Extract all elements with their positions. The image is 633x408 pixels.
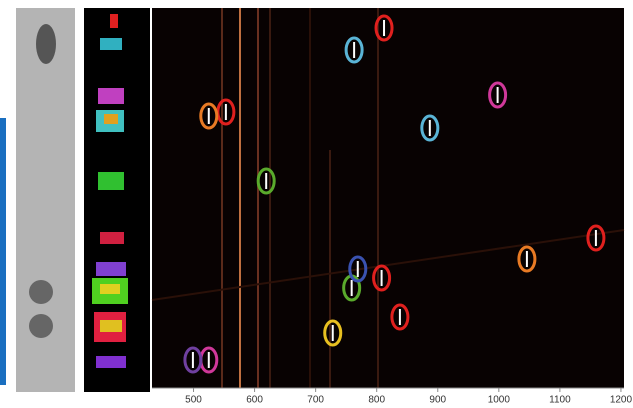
marker [372,264,392,292]
marker [344,36,364,64]
marker [420,114,440,142]
marker [256,167,276,195]
plot-area [152,8,624,388]
x-tick-label: 900 [429,395,446,406]
marker [374,14,394,42]
marker [183,346,203,374]
x-tick-label: 700 [307,395,324,406]
x-tick-label: 600 [246,395,263,406]
marker [323,319,343,347]
marker [586,224,606,252]
x-tick-label: 500 [185,395,202,406]
marker [488,81,508,109]
marker [348,255,368,283]
x-tick-label: 1100 [549,395,571,406]
marker [390,303,410,331]
streaks [151,8,625,388]
x-tick-label: 1200 [610,395,633,406]
side-bar [0,118,6,385]
x-tick-label: 800 [368,395,385,406]
gel-band [36,24,56,64]
gel-band [29,280,53,304]
gel-band [29,314,53,338]
strip-blobs [92,14,128,368]
x-tick-label: 1000 [488,395,511,406]
marker [517,245,537,273]
marker [199,102,219,130]
